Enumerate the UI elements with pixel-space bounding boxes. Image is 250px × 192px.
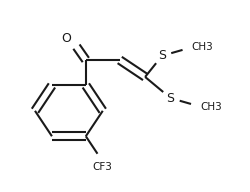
- Text: CH3: CH3: [200, 102, 222, 112]
- Text: S: S: [166, 92, 174, 105]
- Text: O: O: [61, 32, 71, 45]
- Text: CH3: CH3: [192, 42, 214, 52]
- Text: S: S: [158, 49, 166, 62]
- Text: CF3: CF3: [93, 162, 113, 172]
